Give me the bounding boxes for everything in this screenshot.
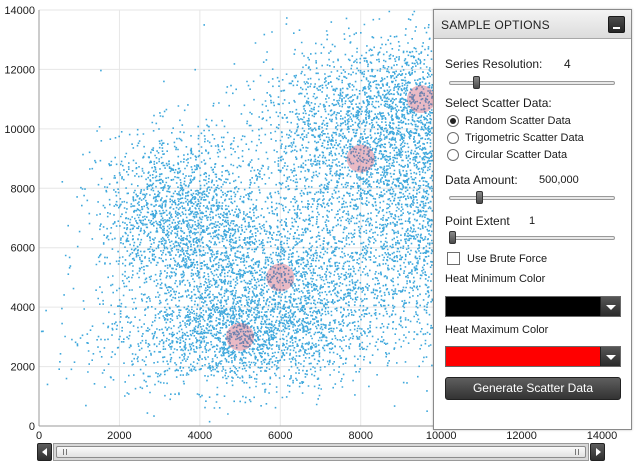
slider-rail xyxy=(449,196,615,200)
slider-rail xyxy=(449,236,615,240)
scatter-points xyxy=(40,10,436,423)
point-extent-slider[interactable] xyxy=(449,231,615,244)
x-tick-label: 10000 xyxy=(426,430,457,442)
heat-hotspot xyxy=(407,85,436,114)
x-tick-label: 0 xyxy=(36,430,42,442)
heat-hotspot xyxy=(226,322,255,351)
y-tick-label: 0 xyxy=(29,421,35,433)
scroll-right-button[interactable] xyxy=(590,443,605,461)
circular-scatter-label: Circular Scatter Data xyxy=(465,149,568,161)
point-extent-label: Point Extent xyxy=(445,214,510,228)
slider-thumb[interactable] xyxy=(476,191,484,204)
y-tick-label: 10000 xyxy=(4,124,35,136)
point-extent-value: 1 xyxy=(529,215,536,227)
trigometric-scatter-radio[interactable] xyxy=(447,132,459,144)
y-axis-ticks: 0 2000 4000 6000 8000 10000 12000 14000 xyxy=(4,5,35,433)
scroll-left-button[interactable] xyxy=(37,443,52,461)
x-axis-ticks: 0 2000 4000 6000 8000 10000 12000 14000 xyxy=(36,430,617,442)
y-tick-label: 2000 xyxy=(11,362,35,374)
random-scatter-radio[interactable] xyxy=(447,115,459,127)
panel-title: SAMPLE OPTIONS xyxy=(441,18,550,32)
data-amount-label: Data Amount: xyxy=(445,173,518,187)
heat-max-swatch xyxy=(446,347,600,366)
slider-thumb[interactable] xyxy=(472,76,480,89)
collapse-button[interactable] xyxy=(608,16,625,33)
minimize-icon xyxy=(613,27,620,29)
trigometric-scatter-label: Trigometric Scatter Data xyxy=(465,132,584,144)
brute-force-label: Use Brute Force xyxy=(467,253,548,265)
chevron-down-icon xyxy=(606,355,616,360)
data-amount-slider[interactable] xyxy=(449,191,615,204)
grip-line xyxy=(575,449,576,455)
heat-min-color-picker[interactable] xyxy=(445,296,621,317)
x-tick-label: 4000 xyxy=(188,430,212,442)
sample-options-panel: SAMPLE OPTIONS Series Resolution: 4 Sele… xyxy=(433,9,632,430)
series-resolution-label: Series Resolution: xyxy=(445,57,543,71)
heat-max-dropdown-button[interactable] xyxy=(600,347,620,366)
y-tick-label: 4000 xyxy=(11,302,35,314)
x-tick-label: 6000 xyxy=(268,430,292,442)
slider-rail xyxy=(449,81,615,85)
y-tick-label: 14000 xyxy=(4,5,35,17)
y-tick-label: 6000 xyxy=(11,243,35,255)
scatter-point-cloud xyxy=(40,10,434,423)
x-tick-label: 12000 xyxy=(506,430,537,442)
chevron-down-icon xyxy=(606,305,616,310)
brute-force-checkbox[interactable] xyxy=(447,252,460,265)
data-amount-value: 500,000 xyxy=(539,174,579,186)
heat-max-label: Heat Maximum Color xyxy=(445,324,549,336)
series-resolution-value: 4 xyxy=(564,57,571,71)
y-tick-label: 8000 xyxy=(11,183,35,195)
grip-line xyxy=(578,449,579,455)
generate-scatter-button[interactable]: Generate Scatter Data xyxy=(445,377,621,400)
slider-thumb[interactable] xyxy=(449,231,456,244)
random-scatter-label: Random Scatter Data xyxy=(465,115,571,127)
select-scatter-label: Select Scatter Data: xyxy=(445,96,552,110)
heat-hotspot xyxy=(346,144,375,173)
x-tick-label: 14000 xyxy=(587,430,618,442)
arrow-left-icon xyxy=(42,448,47,456)
heat-hotspot xyxy=(266,263,295,292)
heat-min-swatch xyxy=(446,297,600,316)
panel-header: SAMPLE OPTIONS xyxy=(434,10,631,39)
arrow-right-icon xyxy=(596,448,601,456)
x-tick-label: 8000 xyxy=(348,430,372,442)
circular-scatter-radio[interactable] xyxy=(447,149,459,161)
series-resolution-slider[interactable] xyxy=(449,76,615,89)
heat-min-dropdown-button[interactable] xyxy=(600,297,620,316)
grip-line xyxy=(66,449,67,455)
y-tick-label: 12000 xyxy=(4,64,35,76)
scroll-track[interactable] xyxy=(53,443,589,461)
x-tick-label: 2000 xyxy=(107,430,131,442)
scroll-thumb[interactable] xyxy=(56,446,586,458)
horizontal-scrollbar[interactable] xyxy=(37,442,605,462)
heat-min-label: Heat Minimum Color xyxy=(445,273,546,285)
grip-line xyxy=(63,449,64,455)
heat-max-color-picker[interactable] xyxy=(445,346,621,367)
